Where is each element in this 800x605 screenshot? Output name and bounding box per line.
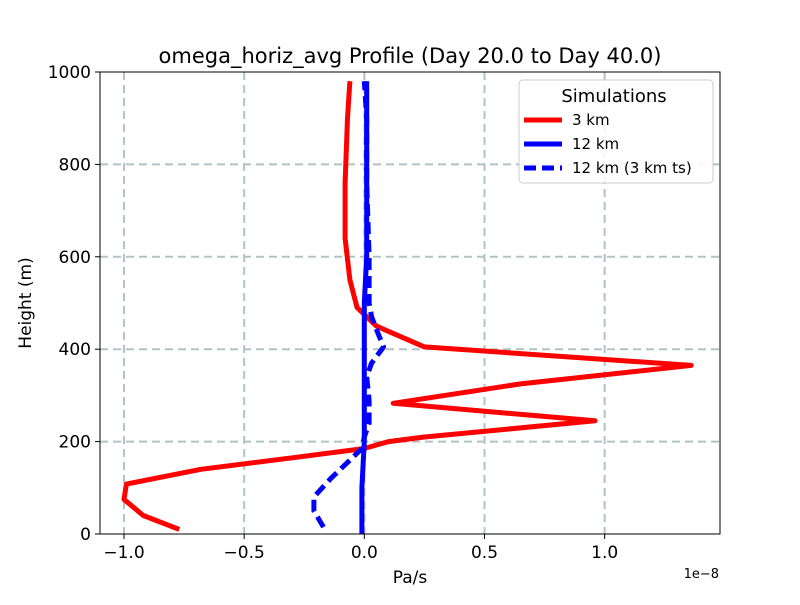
x-tick-label: −0.5 bbox=[224, 543, 265, 563]
legend-box bbox=[518, 79, 714, 184]
plot-series bbox=[121, 81, 694, 534]
x-axis-label: Pa/s bbox=[393, 568, 428, 588]
plot-frame bbox=[99, 71, 721, 535]
x-tick-label: −1.0 bbox=[103, 543, 144, 563]
x-tick-label: 0.0 bbox=[351, 543, 378, 563]
y-tick-label: 600 bbox=[59, 248, 91, 268]
y-tick-label: 800 bbox=[59, 155, 91, 175]
y-axis-label: Height (m) bbox=[16, 257, 36, 348]
x-tick-label: 1.0 bbox=[591, 543, 618, 563]
series-line-12-km-3-km-ts bbox=[311, 81, 387, 529]
legend-title: Simulations bbox=[561, 86, 666, 107]
legend-label-12km-3km-ts: 12 km (3 km ts) bbox=[572, 159, 692, 177]
y-tick-label: 400 bbox=[59, 340, 91, 360]
series-line-3-km bbox=[121, 81, 694, 532]
legend: Simulations 3 km 12 km 12 km (3 km ts) bbox=[518, 79, 714, 184]
x-tick-label: 0.5 bbox=[471, 543, 498, 563]
legend-label-12km: 12 km bbox=[572, 135, 619, 153]
y-tick-label: 200 bbox=[59, 433, 91, 453]
legend-label-3km: 3 km bbox=[572, 111, 610, 129]
y-tick-label: 1000 bbox=[48, 63, 91, 83]
chart-title: omega_horiz_avg Profile (Day 20.0 to Day… bbox=[159, 44, 662, 69]
ticks: −1.0 −0.5 0.0 0.5 1.0 0 200 400 600 800 1000 bbox=[48, 63, 618, 563]
y-tick-label: 0 bbox=[80, 525, 91, 545]
x-axis-scale-label: 1e−8 bbox=[684, 567, 719, 582]
